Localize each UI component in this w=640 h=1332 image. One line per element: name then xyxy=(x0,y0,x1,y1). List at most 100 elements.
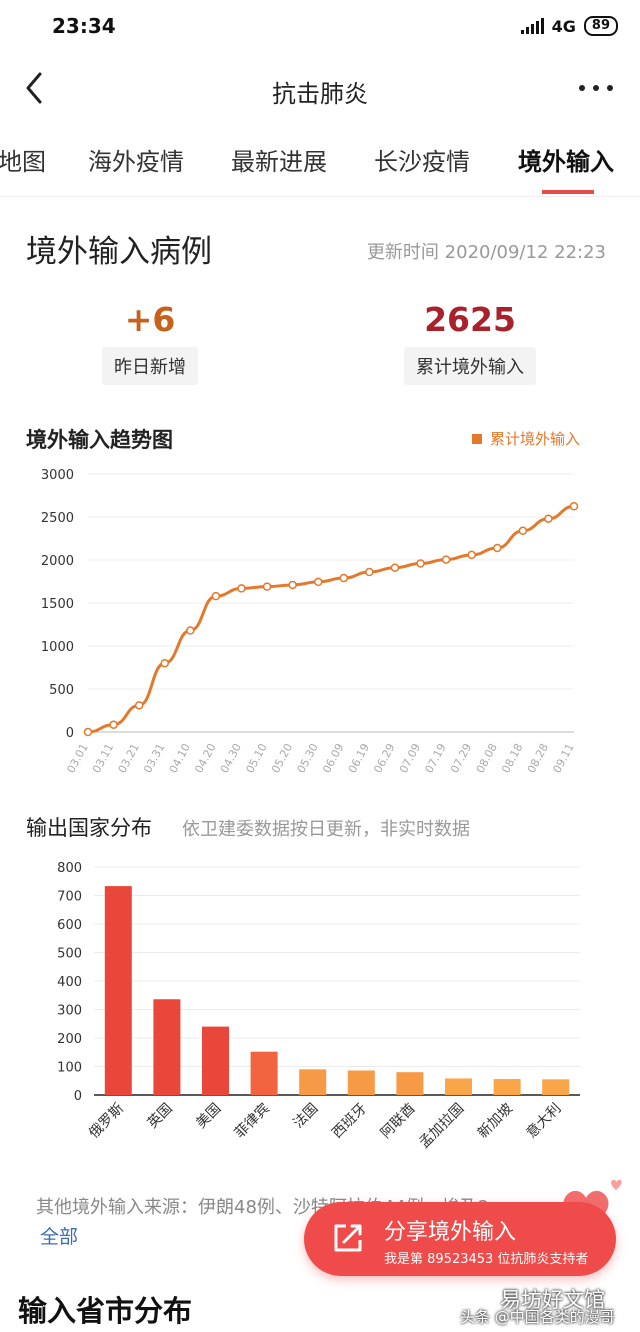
bar-xtick: 新加坡 xyxy=(475,1101,516,1142)
stat-new-value: +6 xyxy=(124,300,176,339)
bar-ytick: 400 xyxy=(57,975,82,990)
trend-ytick: 2500 xyxy=(41,511,74,526)
tab-changsha[interactable]: 长沙疫情 xyxy=(374,148,470,176)
bar-ytick: 0 xyxy=(74,1089,82,1104)
trend-xtick: 08.08 xyxy=(474,741,500,775)
bar-chart-title: 输出国家分布 xyxy=(26,816,152,840)
trend-point xyxy=(237,584,246,593)
share-icon xyxy=(334,1224,362,1252)
active-tab-indicator xyxy=(542,190,594,194)
status-time: 23:34 xyxy=(52,14,116,38)
trend-ytick: 500 xyxy=(49,683,74,698)
trend-xtick: 09.11 xyxy=(550,741,576,775)
update-time: 更新时间 2020/09/12 22:23 xyxy=(366,242,606,263)
bar-xtick: 菲律宾 xyxy=(232,1101,273,1142)
trend-xtick: 06.09 xyxy=(320,741,346,775)
trend-point xyxy=(262,582,272,591)
bar xyxy=(250,1051,278,1095)
status-bar: 23:34 4G 89 xyxy=(0,0,640,56)
tab-map[interactable]: 地图 xyxy=(0,148,46,176)
trend-point xyxy=(569,502,579,511)
bar-ytick: 100 xyxy=(57,1061,82,1076)
nav-bar: 抗击肺炎 xyxy=(0,56,640,122)
stat-total: 2625 累计境外输入 xyxy=(370,300,570,385)
bar xyxy=(299,1069,327,1095)
bar xyxy=(347,1070,375,1095)
trend-ytick: 1000 xyxy=(41,640,74,655)
section-title: 境外输入病例 xyxy=(26,234,212,270)
trend-xtick: 03.31 xyxy=(141,741,167,775)
watermark-line2: 头条 @中国各类的漫哥 xyxy=(460,1308,615,1326)
battery-icon: 89 xyxy=(583,16,618,36)
trend-point xyxy=(313,577,323,587)
tab-latest[interactable]: 最新进展 xyxy=(231,148,327,176)
trend-series-line xyxy=(87,504,575,734)
trend-point xyxy=(390,563,400,572)
network-label: 4G xyxy=(551,16,576,36)
trend-point xyxy=(339,573,349,583)
bar-ytick: 800 xyxy=(57,861,82,876)
watermark-line1: 易坊好文馆 xyxy=(500,1288,605,1312)
trend-legend[interactable]: 累计境外输入 xyxy=(471,428,580,449)
show-all-link[interactable]: 全部 xyxy=(40,1226,79,1248)
tab-imported[interactable]: 境外输入 xyxy=(518,148,614,176)
trend-point xyxy=(134,701,144,710)
stat-new-label: 昨日新增 xyxy=(102,347,198,385)
legend-swatch xyxy=(471,433,482,444)
chevron-left-icon[interactable] xyxy=(18,70,54,106)
next-section-title: 输入省市分布 xyxy=(18,1294,193,1328)
bar-xtick: 法国 xyxy=(290,1101,321,1132)
trend-point xyxy=(160,658,169,668)
trend-ytick: 3000 xyxy=(41,468,74,483)
trend-point xyxy=(518,526,528,536)
page-title: 抗击肺炎 xyxy=(272,80,368,108)
stat-total-value: 2625 xyxy=(424,300,516,339)
bar xyxy=(202,1026,229,1095)
bar xyxy=(396,1072,424,1095)
bar xyxy=(542,1079,570,1095)
trend-xtick: 08.28 xyxy=(525,741,551,775)
bar xyxy=(445,1078,472,1095)
share-button[interactable]: 分享境外输入 我是第 89523453 位抗肺炎支持者 xyxy=(304,1202,616,1276)
bar-xtick: 俄罗斯 xyxy=(86,1101,127,1142)
trend-point xyxy=(211,591,221,601)
trend-xtick: 05.10 xyxy=(243,741,269,775)
trend-xtick: 04.20 xyxy=(192,741,218,775)
trend-xtick: 05.20 xyxy=(269,741,295,775)
trend-point xyxy=(467,550,476,560)
trend-point xyxy=(186,626,195,635)
bar-xtick: 西班牙 xyxy=(329,1101,370,1142)
share-sub: 我是第 89523453 位抗肺炎支持者 xyxy=(384,1252,589,1267)
bar-xtick: 阿联酋 xyxy=(377,1100,419,1142)
trend-xtick: 06.19 xyxy=(346,741,372,775)
bar-chart: 0 100 200 300 400 500 600 700 800 俄罗斯 英国 美国 菲律宾 法国 西班牙… xyxy=(57,861,580,1151)
bar-ytick: 600 xyxy=(57,918,82,933)
bar-xtick: 意大利 xyxy=(523,1100,565,1142)
trend-xtick: 07.19 xyxy=(422,741,448,775)
share-label: 分享境外输入 xyxy=(384,1220,517,1245)
signal-icon xyxy=(520,18,544,34)
trend-xtick: 04.10 xyxy=(167,741,193,775)
tab-overseas[interactable]: 海外疫情 xyxy=(88,148,184,176)
trend-xtick: 03.21 xyxy=(116,741,142,775)
status-indicators: 4G 89 xyxy=(520,16,618,36)
trend-point xyxy=(83,727,93,737)
bar-ytick: 500 xyxy=(57,947,82,962)
bar-xtick: 美国 xyxy=(193,1101,224,1132)
bar xyxy=(493,1079,521,1095)
trend-point xyxy=(365,567,374,577)
bar-ytick: 200 xyxy=(57,1032,82,1047)
bar-chart-note: 依卫建委数据按日更新，非实时数据 xyxy=(182,819,470,840)
trend-point xyxy=(109,720,118,729)
stat-total-label: 累计境外输入 xyxy=(404,347,536,385)
more-dots-icon[interactable] xyxy=(576,70,616,106)
trend-point xyxy=(493,543,502,553)
trend-ytick: 0 xyxy=(66,726,74,741)
trend-xtick: 05.30 xyxy=(295,741,321,775)
trend-xtick: 07.09 xyxy=(397,741,423,775)
legend-label: 累计境外输入 xyxy=(489,430,580,448)
trend-point xyxy=(416,559,425,568)
trend-xtick: 07.29 xyxy=(448,741,474,775)
trend-xtick: 04.30 xyxy=(218,741,244,775)
bar xyxy=(153,999,181,1095)
